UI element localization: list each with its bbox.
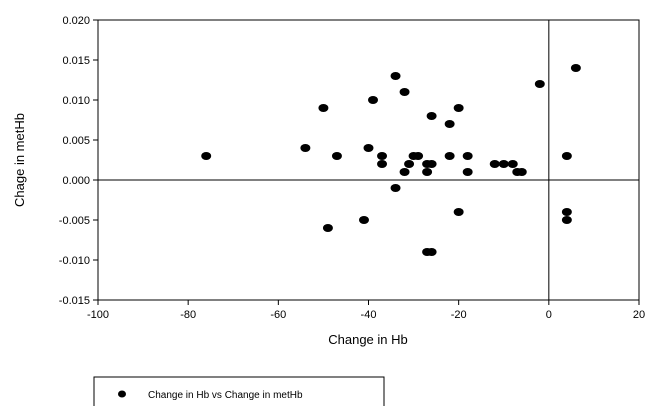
y-tick-label: 0.010	[62, 95, 90, 107]
data-point	[498, 160, 509, 168]
data-point	[404, 160, 415, 168]
data-point	[444, 120, 455, 128]
plot-border	[97, 19, 640, 301]
x-tick-label: -80	[180, 309, 196, 321]
data-point	[422, 168, 433, 176]
data-point	[453, 208, 464, 216]
data-point	[331, 152, 342, 160]
y-tick-label: 0.000	[62, 175, 90, 187]
data-point	[368, 96, 379, 104]
legend-label: Change in Hb vs Change in metHb	[148, 390, 303, 401]
data-point	[561, 152, 572, 160]
data-point	[322, 224, 333, 232]
x-tick-label: 0	[546, 309, 552, 321]
reference-lines	[98, 20, 639, 300]
data-point	[399, 168, 410, 176]
data-point	[462, 152, 473, 160]
y-tick-label: 0.015	[62, 55, 90, 67]
data-point	[300, 144, 311, 152]
legend-box	[93, 376, 385, 406]
data-point	[453, 104, 464, 112]
legend: Change in Hb vs Change in metHb	[93, 376, 385, 406]
data-point	[390, 184, 401, 192]
data-point	[318, 104, 329, 112]
x-axis-title: Change in Hb	[328, 332, 408, 347]
data-point	[426, 160, 437, 168]
data-point	[516, 168, 527, 176]
data-point	[561, 216, 572, 224]
data-point	[413, 152, 424, 160]
data-point	[570, 64, 581, 72]
y-tick-label: -0.005	[59, 215, 90, 227]
data-point	[399, 88, 410, 96]
y-tick-label: -0.015	[59, 295, 90, 307]
x-tick-label: -20	[451, 309, 467, 321]
data-point	[561, 208, 572, 216]
x-tick-label: 20	[633, 309, 645, 321]
data-point	[507, 160, 518, 168]
y-tick-label: 0.005	[62, 135, 90, 147]
data-point	[358, 216, 369, 224]
data-point	[377, 160, 388, 168]
x-tick-label: -40	[361, 309, 377, 321]
data-point	[462, 168, 473, 176]
data-point	[534, 80, 545, 88]
x-axis: -100 -80 -60 -40 -20 0 20	[87, 300, 645, 321]
data-point	[390, 72, 401, 80]
y-axis: -0.015 -0.010 -0.005 0.000 0.005 0.010 0.015 0.…	[59, 15, 98, 307]
data-point	[377, 152, 388, 160]
plot-area	[97, 19, 640, 301]
data-point	[426, 248, 437, 256]
data-point	[426, 112, 437, 120]
x-tick-label: -60	[270, 309, 286, 321]
data-point	[201, 152, 212, 160]
legend-marker	[118, 390, 126, 398]
data-point	[444, 152, 455, 160]
data-points	[201, 64, 581, 256]
data-point	[363, 144, 374, 152]
y-axis-title: Chage in metHb	[12, 113, 27, 207]
x-tick-label: -100	[87, 309, 109, 321]
y-tick-label: -0.010	[59, 255, 90, 267]
data-point	[489, 160, 500, 168]
y-tick-label: 0.020	[62, 15, 90, 27]
